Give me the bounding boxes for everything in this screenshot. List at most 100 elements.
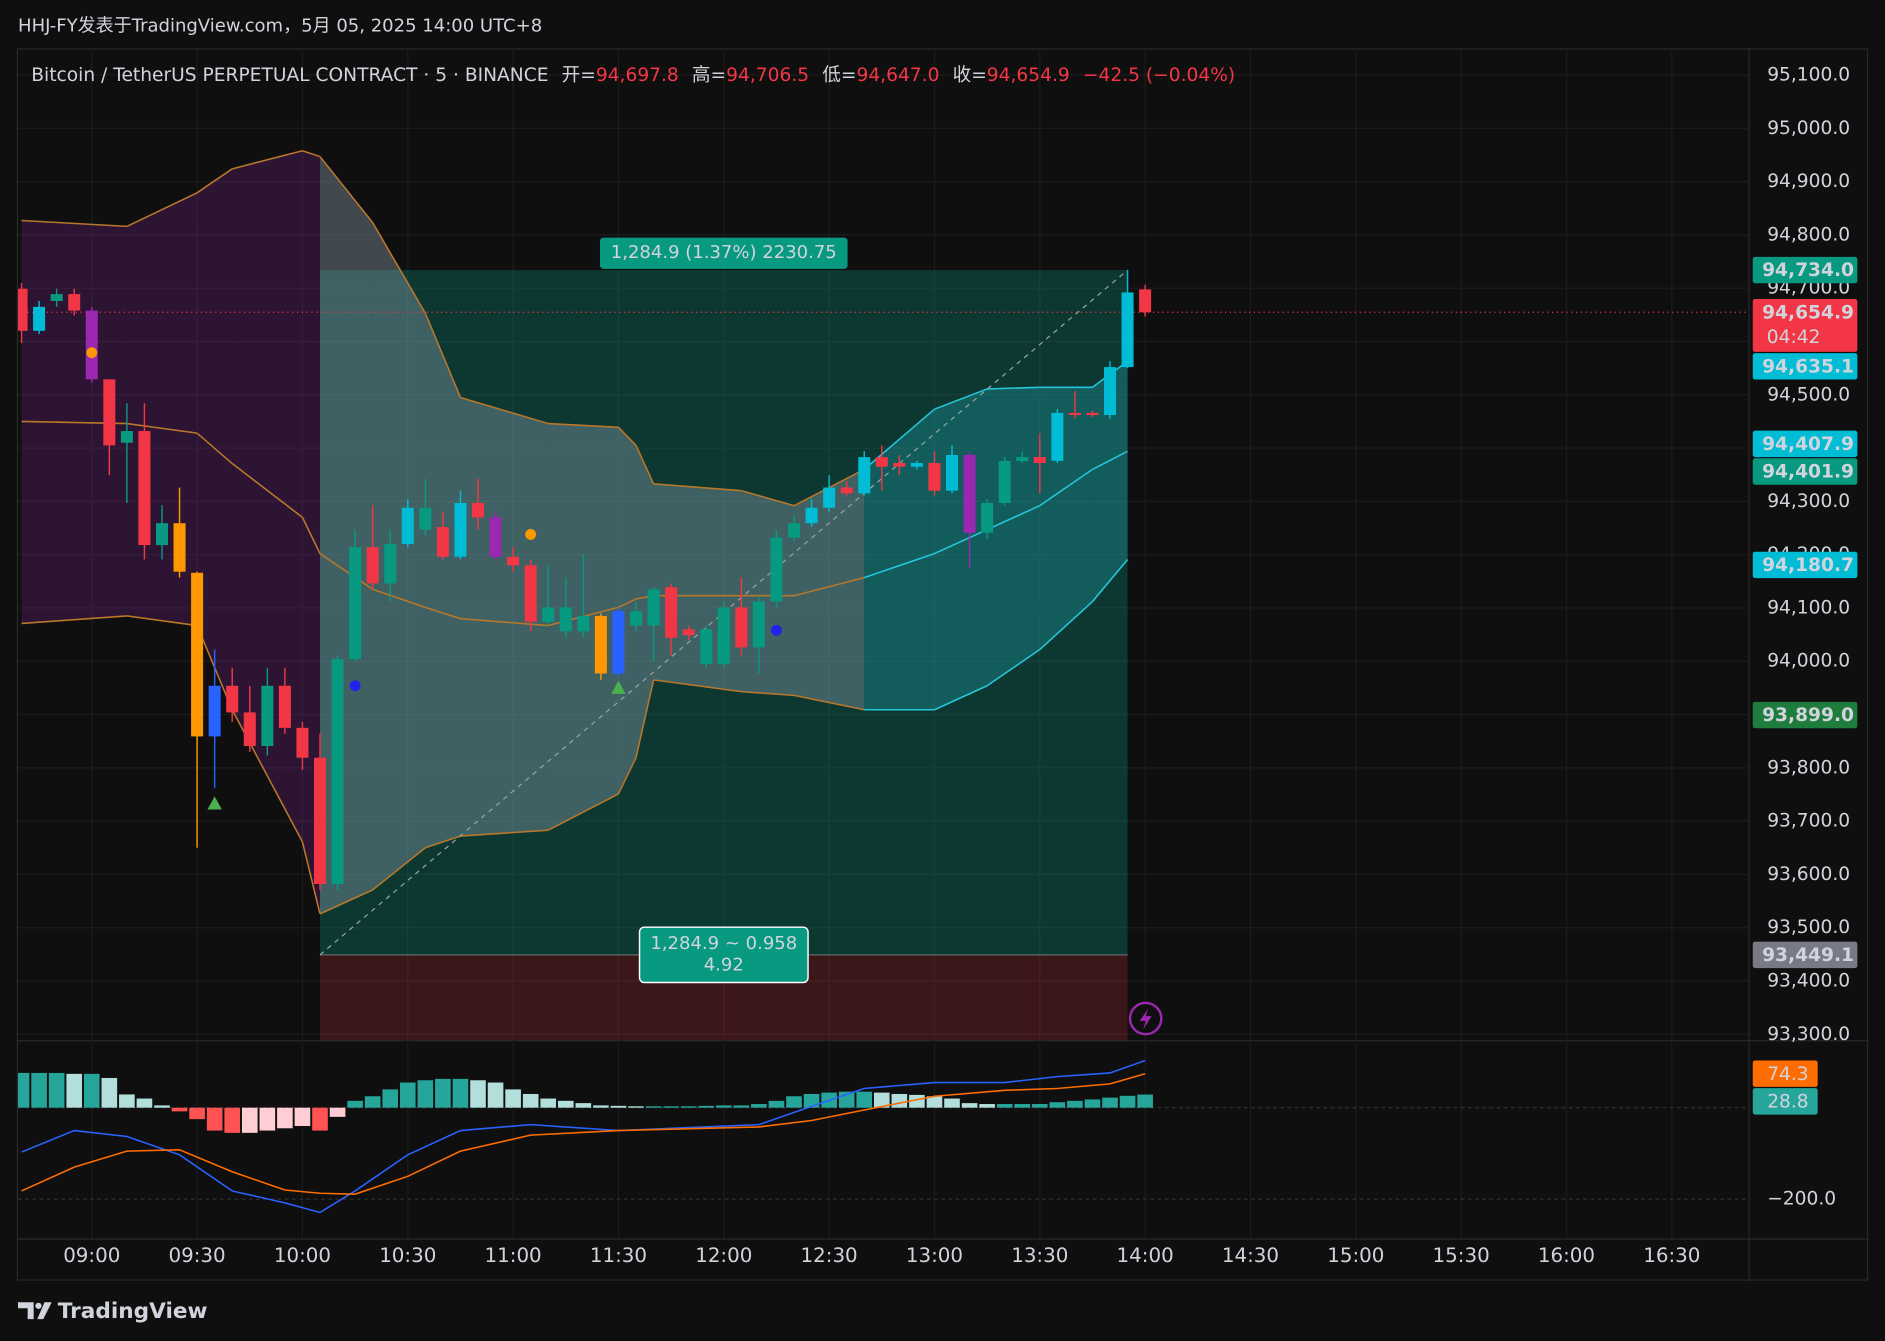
candle-body — [1139, 289, 1152, 313]
candle-body — [612, 611, 625, 674]
band-fill — [1092, 361, 1128, 602]
macd-histogram-bar — [171, 1107, 188, 1112]
legend-label: 收= — [953, 64, 987, 85]
band-basis — [425, 606, 461, 620]
measure-label-box — [599, 237, 848, 269]
candle-body — [1086, 412, 1099, 416]
macd-histogram-bar — [417, 1080, 434, 1108]
macd-histogram-bar — [645, 1106, 662, 1108]
price-tag-label: 94,407.9 — [1762, 434, 1854, 455]
macd-histogram-bar — [909, 1094, 925, 1108]
alert-bolt[interactable] — [1139, 1008, 1152, 1030]
candle-body — [401, 507, 414, 545]
x-tick-label: 10:30 — [379, 1244, 436, 1267]
legend: Bitcoin / TetherUS PERPETUAL CONTRACT · … — [31, 64, 1235, 85]
y-tick-label: 94,300.0 — [1767, 491, 1850, 512]
macd-histogram-bar — [786, 1096, 802, 1108]
macd-histogram-bar — [593, 1105, 609, 1108]
band-upper — [617, 426, 637, 446]
macd-histogram-bar — [224, 1107, 241, 1133]
macd-histogram-bar — [487, 1082, 504, 1108]
candle-body — [928, 462, 941, 491]
signal-triangle — [207, 796, 222, 810]
y-tick-label: 93,800.0 — [1767, 757, 1850, 778]
macd-tag-label: 74.3 — [1767, 1064, 1808, 1085]
macd-histogram-bar — [873, 1092, 890, 1108]
macd-histogram-bar — [1119, 1095, 1136, 1108]
price-tag-label: 94,734.0 — [1762, 260, 1854, 281]
band-lower — [1091, 558, 1129, 603]
macd-histogram-bar — [312, 1107, 328, 1131]
band-basis — [301, 517, 321, 554]
macd-histogram-bar — [768, 1100, 785, 1108]
x-tick-label: 14:30 — [1222, 1244, 1279, 1267]
macd-histogram-bar — [751, 1104, 767, 1108]
macd-histogram-bar — [610, 1105, 627, 1108]
y-tick-label: 93,500.0 — [1767, 917, 1850, 938]
candle-body — [454, 502, 467, 557]
legend-value: 94,697.8 — [596, 64, 679, 85]
band-basis — [1039, 468, 1093, 507]
legend-change: −42.5 (−0.04%) — [1083, 64, 1235, 85]
candle-body — [559, 607, 572, 632]
band-fill — [741, 490, 795, 696]
price-tag — [1752, 299, 1858, 352]
candle-body — [1051, 412, 1064, 461]
price-tag — [1752, 551, 1858, 579]
candle-body — [419, 507, 432, 530]
x-tick-label: 16:30 — [1643, 1244, 1700, 1267]
candle-body — [910, 462, 923, 467]
macd-tick-label: −200.0 — [1767, 1189, 1836, 1210]
band-upper — [232, 149, 303, 170]
band-lower — [301, 841, 321, 915]
candle-body — [875, 457, 888, 467]
candle-body — [436, 526, 449, 557]
candle-body — [963, 455, 976, 533]
candle-body — [700, 629, 713, 664]
macd-tag — [1752, 1088, 1818, 1115]
candle-body — [1104, 367, 1117, 416]
band-lower — [21, 615, 127, 625]
macd-line — [21, 1059, 1146, 1214]
macd-histogram-bar — [154, 1105, 170, 1108]
x-tick-label: 11:00 — [485, 1244, 542, 1267]
candle-body — [50, 294, 63, 301]
band-basis — [618, 598, 637, 609]
band-lower — [986, 648, 1041, 687]
x-tick-label: 14:00 — [1117, 1244, 1174, 1267]
candle-body — [155, 523, 169, 546]
price-tag-label: 94,180.7 — [1762, 555, 1854, 576]
band-basis — [231, 462, 303, 518]
band-fill — [197, 168, 233, 710]
band-upper — [196, 168, 233, 194]
price-tag-label: 94,654.9 — [1762, 302, 1854, 323]
signal-dot — [771, 624, 782, 636]
signal-triangle — [611, 680, 626, 694]
y-tick-label: 94,000.0 — [1767, 651, 1850, 672]
macd-histogram-bar — [136, 1098, 153, 1108]
legend-label: 高= — [692, 64, 726, 85]
alert-icon[interactable] — [1128, 1001, 1163, 1036]
candle-body — [805, 507, 818, 524]
band-upper — [741, 489, 795, 507]
macd-histogram-bar — [206, 1107, 223, 1131]
price-tag-countdown: 04:42 — [1767, 327, 1821, 348]
x-tick-label: 15:30 — [1433, 1244, 1490, 1267]
macd-histogram-bar — [382, 1089, 399, 1108]
band-basis — [460, 617, 549, 627]
candle-body — [981, 502, 994, 533]
band-basis — [319, 552, 374, 590]
macd-histogram-bar — [680, 1106, 697, 1108]
candle-body — [594, 615, 607, 674]
price-pane — [18, 149, 1746, 1041]
band-upper — [460, 396, 549, 425]
candle-body — [1121, 292, 1134, 368]
candle-body — [120, 431, 133, 443]
candle-body — [173, 523, 186, 572]
candle-body — [278, 685, 291, 728]
candle-body — [313, 757, 327, 885]
macd-histogram-bar — [891, 1093, 908, 1108]
candle-body — [489, 517, 502, 557]
band-fill — [794, 469, 865, 710]
